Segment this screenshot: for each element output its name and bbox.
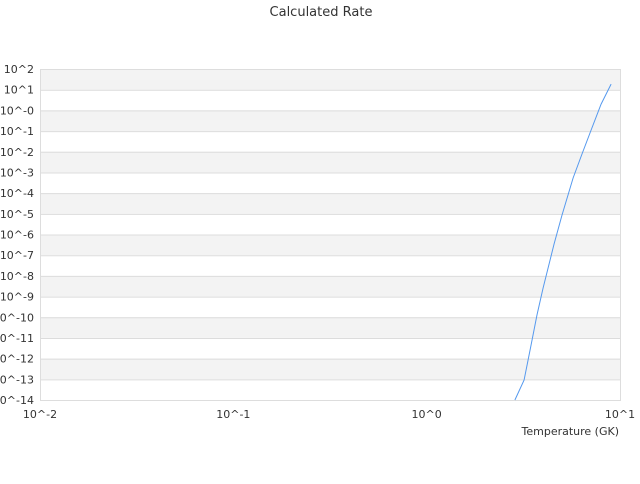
y-tick-label: 10^-10 [0,311,34,324]
x-tick-label: 10^-1 [216,408,250,421]
y-tick-label: 10^-3 [0,166,34,179]
y-tick-label: 10^-5 [0,208,34,221]
y-tick-label: 10^-1 [0,125,34,138]
y-tick-label: 10^2 [4,63,34,76]
y-tick-label: 10^-6 [0,229,34,242]
grid-band [40,69,620,90]
grid-band [40,275,620,297]
y-tick-label: 10^-0 [0,104,34,117]
series-line [514,83,612,401]
y-tick-label: 10^-9 [0,291,34,304]
chart-title: Calculated Rate [270,5,373,20]
grid-band [40,234,620,256]
y-tick-label: 10^-11 [0,332,34,345]
y-tick-label: 10^-4 [0,187,34,200]
y-tick-label: 10^-8 [0,270,34,283]
x-tick-label: 10^1 [605,408,635,421]
y-tick-label: 10^1 [4,84,34,97]
x-tick-label: 10^-2 [23,408,57,421]
y-tick-label: 10^-13 [0,373,34,386]
grid-band [40,358,620,380]
x-tick-label: 10^0 [412,408,442,421]
y-tick-label: 10^-7 [0,249,34,262]
grid-band [40,317,620,338]
y-tick-label: 10^-14 [0,394,34,407]
x-axis-label: Temperature (GK) [521,425,620,438]
grid-band [40,193,620,214]
grid-band [40,110,620,132]
y-tick-label: 10^-12 [0,353,34,366]
grid-band [40,151,620,173]
plot-frame [40,69,621,401]
y-tick-label: 10^-2 [0,146,34,159]
